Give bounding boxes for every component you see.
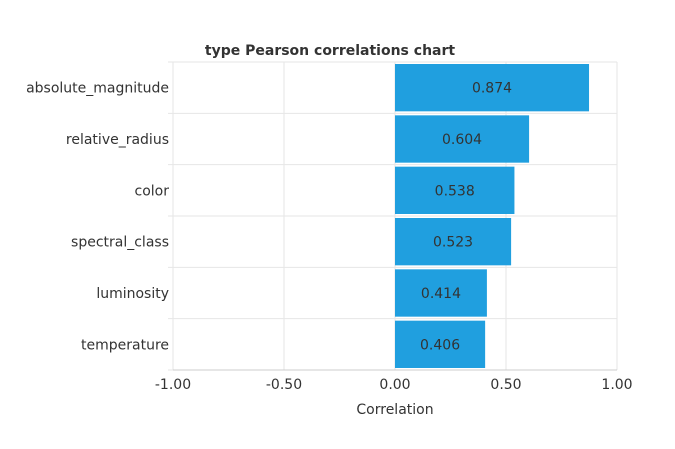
bar-spectral_class [395, 218, 512, 266]
x-tick-label: -1.00 [155, 377, 191, 393]
x-tick-label: 1.00 [601, 377, 632, 393]
category-label-color: color [135, 183, 170, 199]
category-label-absolute_magnitude: absolute_magnitude [26, 81, 169, 97]
x-tick-labels: -1.00 -0.50 0.00 0.50 1.00 [155, 377, 633, 393]
bar-luminosity [395, 269, 487, 317]
category-label-luminosity: luminosity [96, 286, 169, 302]
data-label-color: 0.538 [435, 183, 475, 199]
data-label-temperature: 0.406 [420, 337, 460, 353]
x-tick-label: 0.50 [490, 377, 521, 393]
bar-color [395, 166, 515, 214]
data-label-luminosity: 0.414 [421, 286, 461, 302]
chart-title: type Pearson correlations chart [205, 43, 455, 59]
bar-relative_radius [395, 115, 530, 163]
bar-temperature [395, 320, 486, 368]
bar-absolute_magnitude [395, 64, 590, 112]
category-label-relative_radius: relative_radius [66, 132, 169, 148]
bars: 0.874 0.604 0.538 0.523 0.414 0.406 [395, 64, 590, 368]
data-label-relative_radius: 0.604 [442, 132, 482, 148]
x-axis-label: Correlation [356, 402, 433, 418]
data-label-absolute_magnitude: 0.874 [472, 81, 512, 97]
grid-lines [168, 61, 618, 371]
x-tick-label: 0.00 [379, 377, 410, 393]
data-label-spectral_class: 0.523 [433, 235, 473, 251]
x-tick-label: -0.50 [266, 377, 302, 393]
category-label-spectral_class: spectral_class [71, 235, 169, 251]
category-label-temperature: temperature [81, 337, 169, 353]
